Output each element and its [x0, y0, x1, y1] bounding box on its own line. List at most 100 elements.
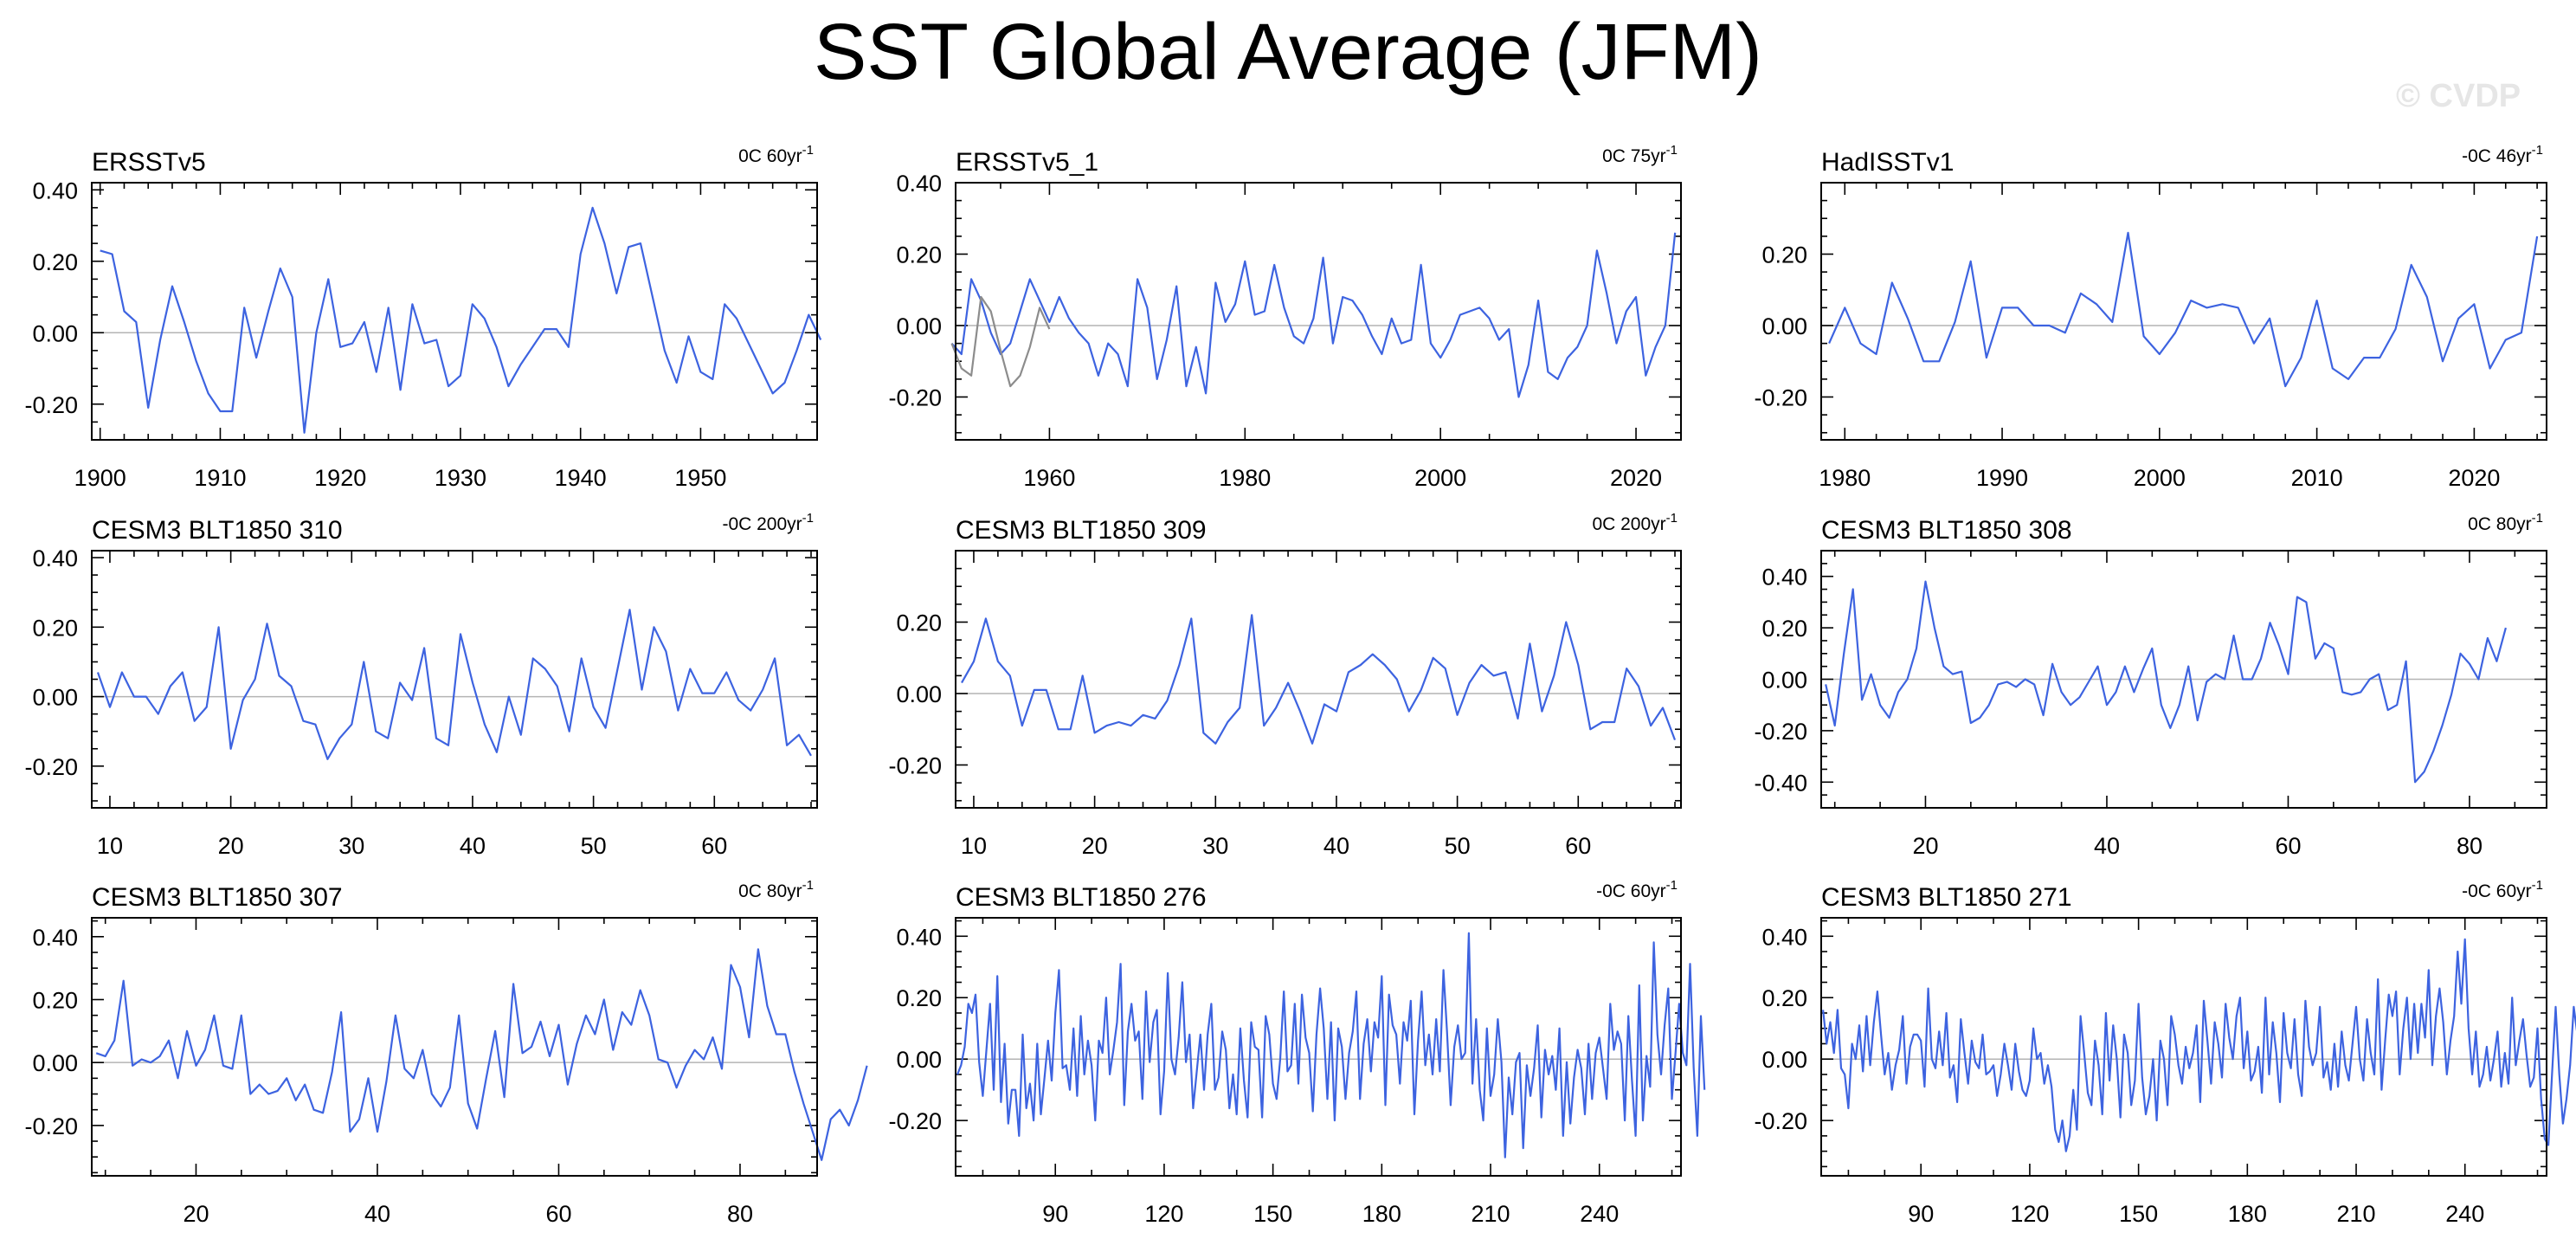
- x-tick-label: 30: [338, 833, 364, 859]
- x-tick-label: 90: [1908, 1201, 1934, 1227]
- panel-title: CESM3 BLT1850 309: [956, 516, 1207, 545]
- x-tick-label: 20: [183, 1201, 209, 1227]
- y-tick-label: 0.20: [1761, 985, 1807, 1011]
- x-tick-label: 2000: [2134, 465, 2186, 491]
- trend-exponent: -1: [2532, 878, 2543, 893]
- trend-label: 0C 80yr-1: [738, 878, 814, 901]
- trend-label: -0C 60yr-1: [1596, 878, 1678, 901]
- trend-exponent: -1: [802, 878, 814, 893]
- chart-panel: 0.40 0.20 0.00 -0.20 90 120 150 180 210 240 CESM3 …: [888, 878, 1706, 1227]
- x-tick-label: 1950: [674, 465, 726, 491]
- plot-frame: [1820, 550, 2547, 809]
- trend-label: -0C 200yr-1: [722, 511, 814, 534]
- y-tick-label: 0.00: [32, 320, 78, 346]
- figure-title: SST Global Average (JFM): [814, 8, 1762, 96]
- plot-frame: [955, 917, 1682, 1177]
- x-tick-label: 180: [1362, 1201, 1401, 1227]
- y-tick-label: -0.20: [1754, 1108, 1807, 1134]
- series-line: [96, 609, 812, 760]
- trend-exponent: -1: [1666, 143, 1678, 158]
- plot-frame: [91, 917, 818, 1177]
- x-tick-label: 210: [1471, 1201, 1510, 1227]
- x-tick-label: 1930: [435, 465, 486, 491]
- x-tick-label: 80: [2457, 833, 2483, 859]
- y-tick-label: 0.40: [1761, 924, 1807, 950]
- x-tick-label: 1980: [1819, 465, 1871, 491]
- x-tick-label: 1910: [194, 465, 246, 491]
- x-tick-label: 180: [2228, 1201, 2267, 1227]
- y-tick-label: 0.20: [1761, 242, 1807, 268]
- panel-title: CESM3 BLT1850 307: [92, 883, 343, 912]
- trend-exponent: -1: [2532, 511, 2543, 526]
- y-tick-label: 0.20: [1761, 616, 1807, 642]
- panel-title: CESM3 BLT1850 271: [1821, 883, 2072, 912]
- panel-title: ERSSTv5_1: [956, 148, 1098, 177]
- x-tick-label: 1900: [74, 465, 126, 491]
- trend-exponent: -1: [2532, 143, 2543, 158]
- trend-text: 0C 75yr: [1602, 146, 1666, 166]
- secondary-series-line: [950, 295, 1051, 388]
- trend-text: 0C 60yr: [738, 146, 802, 166]
- y-tick-label: 0.00: [1761, 668, 1807, 694]
- y-tick-label: 0.20: [32, 615, 78, 641]
- y-tick-label: 0.00: [32, 1050, 78, 1076]
- panel-title: HadISSTv1: [1821, 148, 1954, 177]
- x-tick-label: 1990: [1976, 465, 2028, 491]
- x-tick-label: 40: [2094, 833, 2120, 859]
- x-tick-label: 1980: [1219, 465, 1271, 491]
- y-tick-label: -0.20: [24, 1113, 78, 1139]
- trend-text: -0C 200yr: [722, 514, 802, 534]
- x-tick-label: 60: [545, 1201, 571, 1227]
- trend-text: 0C 200yr: [1592, 514, 1665, 534]
- series-line: [956, 932, 1706, 1158]
- panel-title: ERSSTv5: [92, 148, 206, 177]
- cvdp-watermark: © CVDP: [2396, 78, 2521, 114]
- x-tick-label: 50: [581, 833, 607, 859]
- x-tick-label: 50: [1445, 833, 1471, 859]
- x-tick-label: 150: [2119, 1201, 2158, 1227]
- x-tick-label: 20: [1912, 833, 1938, 859]
- plot-frame: [91, 182, 818, 441]
- y-tick-label: 0.00: [896, 313, 942, 339]
- panel-title: CESM3 BLT1850 310: [92, 516, 343, 545]
- plot-frame: [91, 550, 818, 809]
- trend-text: -0C 60yr: [1596, 881, 1666, 901]
- x-tick-label: 40: [364, 1201, 390, 1227]
- chart-panel: 0.40 0.20 0.00 -0.20 90 120 150 180 210 240 CESM3 …: [1754, 878, 2576, 1227]
- trend-label: -0C 60yr-1: [2462, 878, 2543, 901]
- chart-panel: 0.40 0.20 0.00 -0.20 1900 1910 1920 1930 1940 195…: [24, 143, 822, 491]
- trend-exponent: -1: [1666, 878, 1678, 893]
- y-tick-label: 0.00: [32, 685, 78, 711]
- x-tick-label: 1940: [555, 465, 607, 491]
- x-tick-label: 60: [2275, 833, 2301, 859]
- chart-panel: 0.40 0.20 0.00 -0.20 -0.40 20 40 60 80 CESM3 BLT1…: [1754, 511, 2547, 859]
- y-tick-label: -0.20: [888, 385, 942, 411]
- trend-exponent: -1: [802, 143, 814, 158]
- x-tick-label: 20: [1082, 833, 1108, 859]
- y-tick-label: 0.40: [32, 925, 78, 951]
- series-line: [1825, 580, 2507, 784]
- trend-label: 0C 60yr-1: [738, 143, 814, 166]
- y-tick-label: 0.20: [896, 242, 942, 268]
- series-line: [961, 614, 1677, 745]
- x-tick-label: 150: [1253, 1201, 1292, 1227]
- chart-panel: 0.40 0.20 0.00 -0.20 20 40 60 80 CESM3 BLT1850 3…: [24, 878, 868, 1227]
- x-tick-label: 1920: [314, 465, 366, 491]
- y-tick-label: 0.40: [896, 171, 942, 197]
- y-tick-label: -0.20: [888, 753, 942, 779]
- y-tick-label: -0.20: [1754, 385, 1807, 411]
- y-tick-label: 0.00: [896, 1047, 942, 1073]
- chart-panel: 0.20 0.00 -0.20 1980 1990 2000 2010 2020 HadISST…: [1754, 143, 2547, 491]
- trend-label: -0C 46yr-1: [2462, 143, 2543, 166]
- series-line: [1828, 231, 2539, 388]
- x-tick-label: 60: [701, 833, 727, 859]
- panel-title: CESM3 BLT1850 276: [956, 883, 1207, 912]
- x-tick-label: 240: [1580, 1201, 1619, 1227]
- series-line: [100, 206, 822, 434]
- trend-text: -0C 46yr: [2462, 146, 2532, 166]
- y-tick-label: -0.20: [24, 392, 78, 418]
- x-tick-label: 2020: [1610, 465, 1662, 491]
- x-tick-label: 10: [961, 833, 987, 859]
- y-tick-label: 0.40: [32, 545, 78, 571]
